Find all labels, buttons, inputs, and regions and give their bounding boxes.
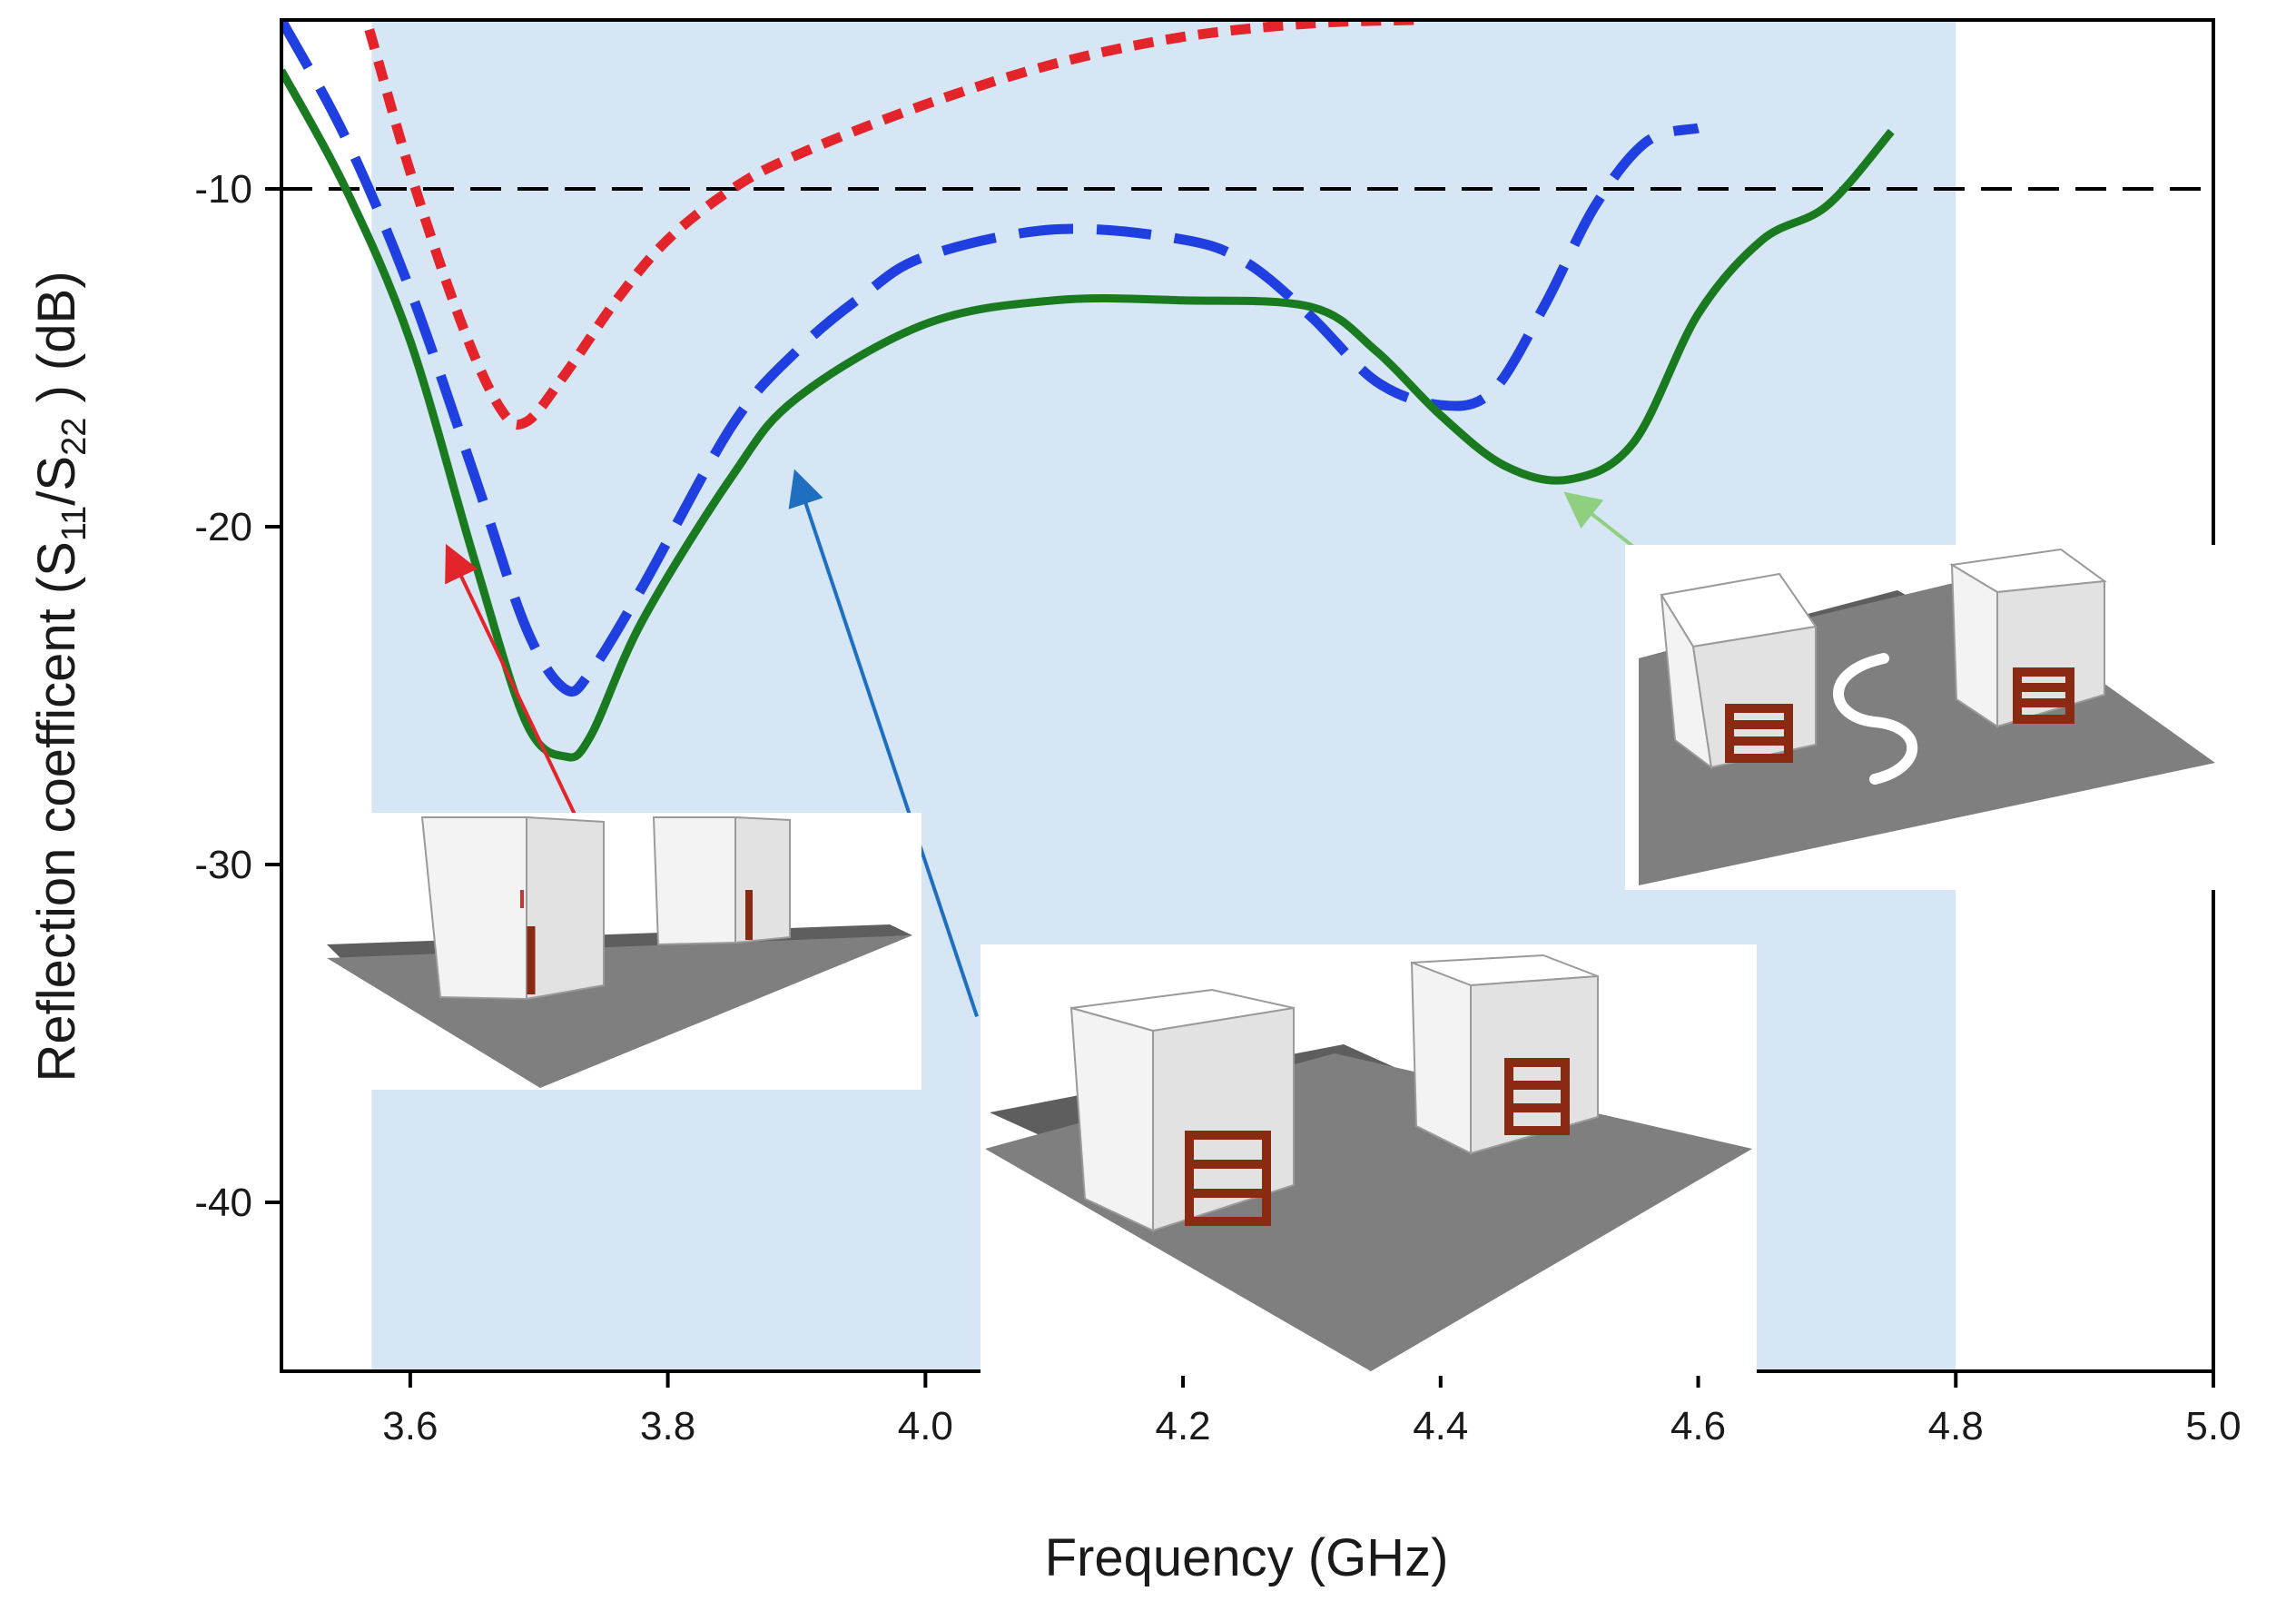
green-arrow: [1563, 491, 1635, 549]
x-tick-label: 3.6: [382, 1404, 438, 1448]
ladder-element-left: [1185, 1131, 1271, 1226]
y-axis-title: Reflection coefficent (S11/S22 ) (dB): [27, 271, 94, 1082]
y-axis-title-sub2: 22: [55, 418, 94, 456]
y-tick-label: -10: [194, 167, 252, 212]
y-tick-label: -40: [194, 1181, 252, 1225]
x-tick-label: 3.8: [640, 1404, 695, 1448]
y-axis-title-prefix: Reflection coefficent (S: [27, 541, 86, 1082]
ladder-element-right: [2013, 667, 2074, 724]
series-red-dashed: [360, 20, 1415, 430]
x-tick-label: 4.4: [1413, 1404, 1468, 1448]
x-tick-label: 4.6: [1670, 1404, 1726, 1448]
blue-arrow: [788, 469, 979, 1018]
y-axis-title-suffix: ) (dB): [27, 271, 86, 417]
y-axis-title-sub1: 11: [55, 506, 94, 541]
inset-green-antenna-model: [1625, 545, 2224, 890]
y-axis-title-mid: /S: [27, 456, 86, 506]
s-shaped-slot: [1833, 653, 1918, 785]
x-tick-label: 5.0: [2185, 1404, 2241, 1448]
ladder-element-left: [1725, 704, 1793, 763]
x-tick-label: 4.2: [1155, 1404, 1210, 1448]
inset-red-antenna-model: [322, 813, 921, 1090]
y-axis-ticks: -10 -20 -30 -40: [194, 167, 281, 1225]
y-tick-label: -30: [194, 843, 252, 887]
x-tick-label: 4.0: [898, 1404, 953, 1448]
x-axis-title: Frequency (GHz): [1045, 1528, 1449, 1587]
inset-blue-antenna-model: [980, 944, 1757, 1376]
x-axis-ticks: 3.6 3.8 4.0 4.2 4.4 4.6 4.8 5.0: [382, 1371, 2242, 1448]
annotation-arrows: [445, 469, 1635, 1018]
ladder-element-right: [1504, 1058, 1570, 1135]
red-arrow: [445, 543, 580, 822]
series-blue-dashed: [281, 20, 1700, 697]
y-tick-label: -20: [194, 505, 252, 549]
x-tick-label: 4.8: [1928, 1404, 1984, 1448]
